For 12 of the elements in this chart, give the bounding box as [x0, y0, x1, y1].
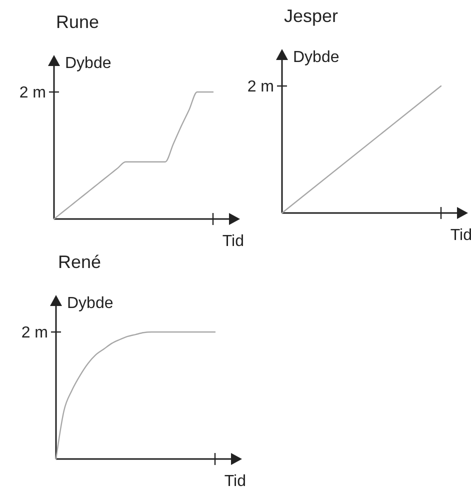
chart-title: Jesper — [284, 6, 338, 26]
x-axis-title: Tid — [224, 473, 246, 489]
y-axis-title: Dybde — [293, 49, 340, 66]
y-axis-title: Dybde — [67, 295, 114, 312]
annotation: 2 m — [247, 78, 274, 96]
x-axis-title: Tid — [222, 233, 244, 250]
y-axis-title: Dybde — [65, 55, 112, 72]
chart-title: René — [58, 252, 102, 272]
x-axis-title: Tid — [450, 227, 471, 244]
text: 2 m — [21, 324, 48, 342]
chart-title: Rune — [56, 12, 100, 32]
text: 2 m — [19, 84, 46, 102]
